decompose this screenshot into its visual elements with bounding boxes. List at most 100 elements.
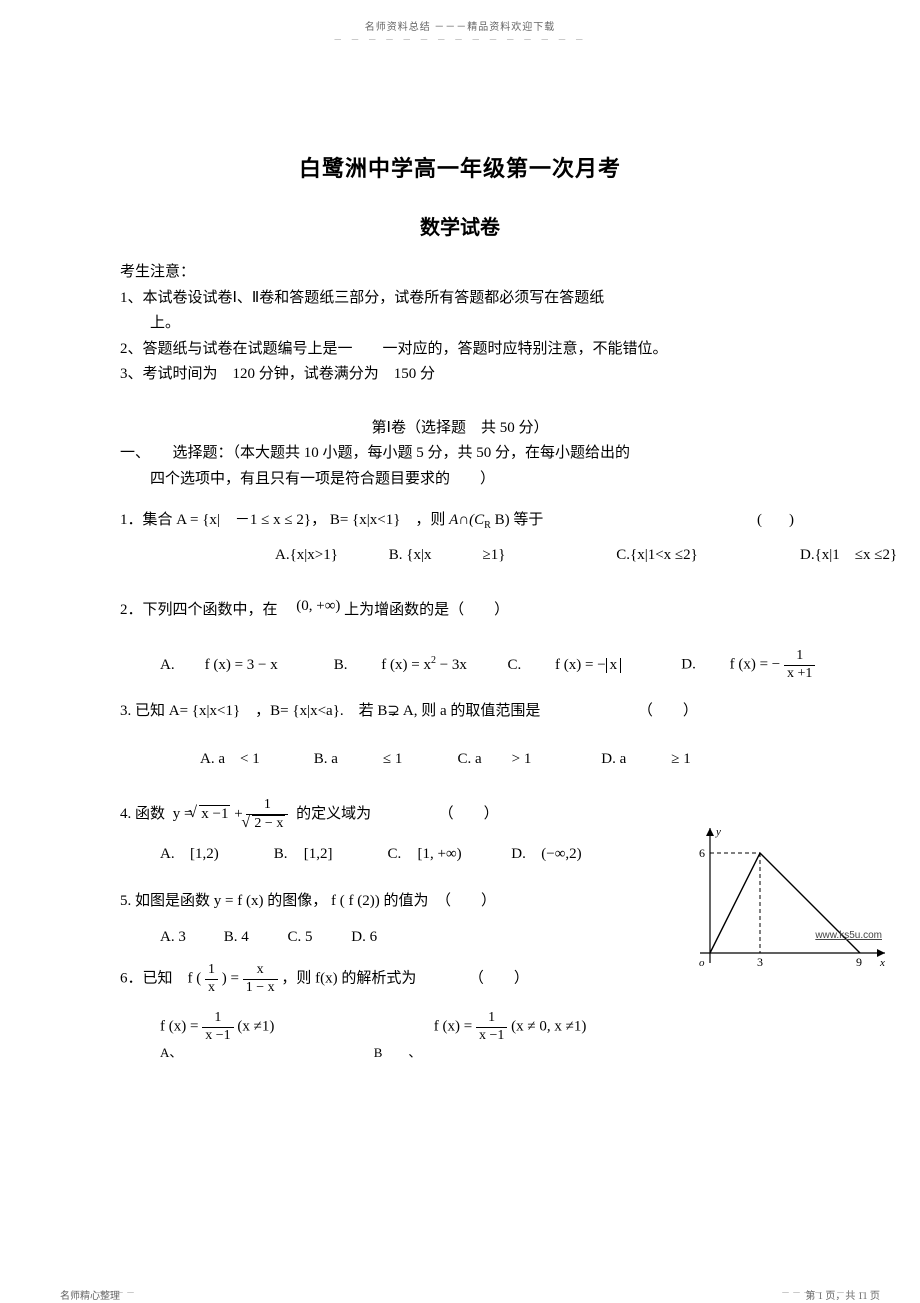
q1-stem-tail: 等于 [513, 512, 543, 528]
q3-stem: 3. 已知 A= {x|x<1} ，B= {x|x<a}. 若 B⊋ A, 则 … [120, 697, 920, 726]
frac-den: x −1 [202, 1028, 233, 1045]
q5-optB: B. 4 [224, 923, 284, 952]
q5-optD: D. 6 [351, 923, 411, 952]
instruction-line: 1、本试卷设试卷Ⅰ、Ⅱ卷和答题纸三部分，试卷所有答题都必须写在答题纸 [120, 286, 920, 312]
q6-optB-cond: (x ≠ 0, x ≠1) [511, 1019, 586, 1035]
header-dots: － － － － － － － － － － － － － － － [0, 33, 920, 46]
q2-stem-tail: 上为增函数的是（ ） [344, 602, 509, 618]
instructions-heading: 考生注意： [120, 260, 920, 286]
y-tick-6: 6 [699, 846, 705, 860]
function-graph: 6 3 9 o x y [690, 823, 890, 973]
section-1-desc: 一、 选择题：（本大题共 10 小题，每小题 5 分，共 50 分，在每小题给出… [120, 441, 800, 467]
section-1-desc: 四个选项中，有且只有一项是符合题目要求的 ） [150, 467, 800, 493]
frac-num: 1 [246, 797, 288, 815]
section-1-header: 第Ⅰ卷（选择题 共 50 分） 一、 选择题：（本大题共 10 小题，每小题 5… [120, 416, 800, 493]
label-A: A. [160, 840, 190, 869]
q3-optA: A. a < 1 [200, 745, 310, 774]
q4-optA: [1,2) [190, 840, 270, 869]
q2-optC: C. f (x) = −x [508, 651, 678, 680]
q1-stem: 1．集合 A = {x| －1 ≤ x ≤ 2}， B= {x|x<1} ，则 [120, 512, 449, 528]
instruction-line: 2、答题纸与试卷在试题编号上是一 一对应的，答题时应特别注意，不能错位。 [120, 337, 920, 363]
x-arrow-icon [877, 949, 885, 957]
q6-optA-pre: f (x) = [160, 1019, 202, 1035]
x-tick-3: 3 [757, 955, 763, 969]
q3-optB: B. a ≤ 1 [314, 745, 454, 774]
q5-stem-a: 5. 如图是函数 [120, 893, 214, 909]
radicand-2: 2 − x [252, 815, 285, 831]
q1-optA: A.{x|x>1} [275, 541, 385, 570]
sqrt-icon: √ [188, 794, 197, 832]
exam-instructions: 考生注意： 1、本试卷设试卷Ⅰ、Ⅱ卷和答题纸三部分，试卷所有答题都必须写在答题纸… [120, 260, 920, 388]
q6-optA-cond: (x ≠1) [237, 1019, 274, 1035]
q3-options: A. a < 1 B. a ≤ 1 C. a > 1 D. a ≥ 1 [200, 745, 920, 774]
question-1: 1．集合 A = {x| －1 ≤ x ≤ 2}， B= {x|x<1} ，则 … [120, 506, 920, 570]
frac-den: x +1 [784, 666, 815, 683]
frac-den: √2 − x [246, 815, 288, 833]
q2-optB-pre: B. f (x) = x [334, 657, 431, 673]
q3-optC: C. a > 1 [458, 745, 598, 774]
q1-expr: A∩(C [449, 512, 484, 528]
origin-label: o [699, 957, 705, 969]
label-C: C. [388, 840, 418, 869]
watermark-url: www.ks5u.com [815, 930, 882, 941]
q2-interval: (0, +∞) [296, 598, 340, 614]
question-3: 3. 已知 A= {x|x<1} ，B= {x|x<a}. 若 B⊋ A, 则 … [120, 697, 920, 774]
y-arrow-icon [706, 828, 714, 836]
q2-optC-pre: C. f (x) = − [508, 657, 606, 673]
frac-num: 1 [476, 1010, 507, 1028]
x-label: x [879, 957, 885, 969]
y-label: y [715, 826, 721, 838]
q5-ff2: f ( f (2)) [331, 893, 380, 909]
graph-svg: 6 3 9 o x y [690, 823, 890, 973]
instruction-line: 上。 [150, 311, 920, 337]
answer-blank: ( ) [757, 506, 800, 535]
instruction-line: 3、考试时间为 120 分钟，试卷满分为 150 分 [120, 362, 920, 388]
q2-stem: 2．下列四个函数中，在 [120, 602, 293, 618]
frac-num: x [243, 962, 278, 980]
q4-stem-post: 的定义域为 （ ） [296, 806, 499, 822]
q2-optD: D. f (x) = − 1x +1 [681, 648, 815, 683]
subscript-r: R [484, 520, 491, 531]
header-watermark: 名师资料总结 －－－精品资料欢迎下载 [0, 0, 920, 33]
page-subtitle: 数学试卷 [0, 211, 920, 240]
frac-num: 1 [202, 1010, 233, 1028]
q6-stem-b: ，则 f(x) 的解析式为 （ ） [281, 971, 529, 987]
footer-dots-left: －－－－－－－ [60, 1286, 137, 1299]
abs-x: x [606, 658, 622, 673]
question-2: 2．下列四个函数中，在 (0, +∞) 上为增函数的是（ ） A. f (x) … [120, 592, 920, 683]
q1-optB-tail: ≥1} [483, 541, 613, 570]
q1-options: A.{x|x>1} B. {x|x ≥1} C.{x|1<x ≤2} D.{x|… [275, 541, 920, 570]
label-D: D. [511, 840, 541, 869]
label-B: B. [274, 840, 304, 869]
q5-stem-c: 的值为 （ ） [383, 893, 496, 909]
page-title: 白鹭洲中学高一年级第一次月考 [0, 151, 920, 183]
q2-options: A. f (x) = 3 − x B. f (x) = x2 − 3x C. f… [160, 648, 920, 683]
q1-optC: C.{x|1<x ≤2} [616, 541, 796, 570]
section-1-title: 第Ⅰ卷（选择题 共 50 分） [120, 416, 800, 442]
q4-optC: [1, +∞) [418, 840, 508, 869]
q4-optB: [1,2] [304, 840, 384, 869]
q2-optB-post: − 3x [436, 657, 467, 673]
q6-options: f (x) = 1x −1 (x ≠1) A、 f (x) = 1x −1 (x… [160, 1010, 920, 1070]
q6-optB: f (x) = 1x −1 (x ≠ 0, x ≠1) B 、 [434, 1010, 587, 1067]
footer-dots-right: －－－－－－－－－ [781, 1286, 880, 1299]
question-6: 6．已知 f ( 1x ) = x1 − x ，则 f(x) 的解析式为 （ ）… [120, 962, 920, 1070]
frac-den: x −1 [476, 1028, 507, 1045]
frac-num: 1 [784, 648, 815, 666]
q1-optB: B. {x|x [389, 541, 479, 570]
q2-optA: A. f (x) = 3 − x [160, 651, 330, 680]
sqrt-icon: √ [241, 813, 250, 832]
q2-optB: B. f (x) = x2 − 3x [334, 651, 504, 680]
q5-stem-b: 的图像， [267, 893, 331, 909]
q5-optC: C. 5 [288, 923, 348, 952]
q1-optD: D.{x|1 ≤x ≤2} [800, 541, 897, 570]
frac-den: 1 − x [243, 980, 278, 997]
q2-optD-pre: D. f (x) = − [681, 657, 780, 673]
q5-yfx: y = f (x) [214, 893, 264, 909]
x-tick-9: 9 [856, 955, 862, 969]
q3-optD: D. a ≥ 1 [601, 745, 690, 774]
q1-expr-b: B) [495, 512, 510, 528]
q6-optB-pre: f (x) = [434, 1019, 476, 1035]
q5-optA: A. 3 [160, 923, 220, 952]
radicand-1: x −1 [199, 805, 230, 823]
